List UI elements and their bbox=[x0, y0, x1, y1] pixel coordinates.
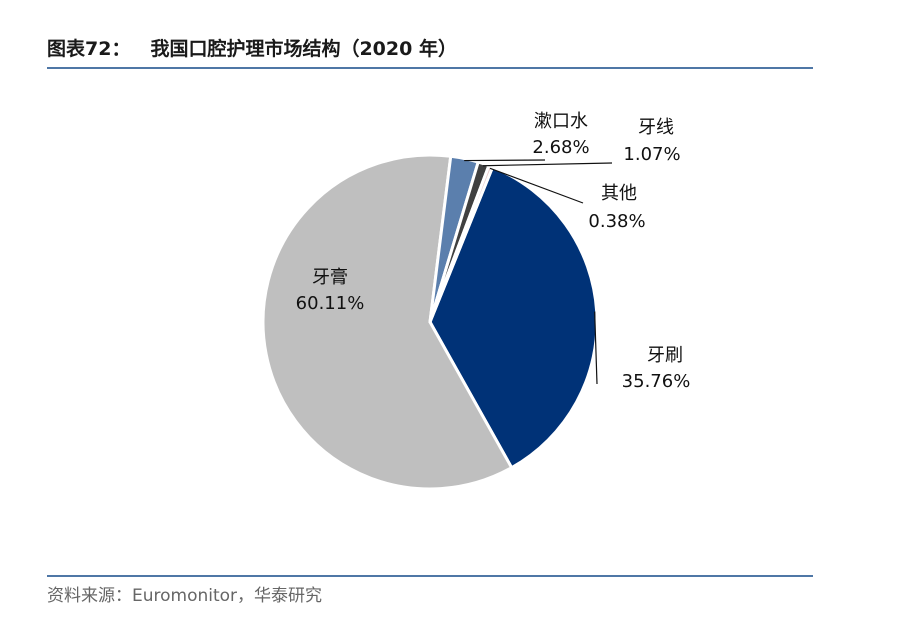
slice-label-toothbrush-value: 35.76% bbox=[622, 371, 691, 392]
slice-labels: 牙刷 35.76% 牙膏 60.11% 漱口水 2.68% 牙线 1.07% 其… bbox=[296, 111, 691, 392]
figure-title: 图表72： 我国口腔护理市场结构（2020 年） bbox=[47, 36, 817, 62]
slice-label-toothpaste-name: 牙膏 bbox=[312, 266, 348, 288]
pie-slice-toothbrush bbox=[428, 165, 599, 470]
leader-line-mouthwash bbox=[464, 159, 546, 162]
slice-label-floss-name: 牙线 bbox=[638, 117, 674, 138]
pie-slices bbox=[261, 153, 599, 491]
figure-number: 图表72： bbox=[47, 38, 131, 60]
source-note: 资料来源：Euromonitor，华泰研究 bbox=[47, 586, 323, 606]
leader-line-toothbrush bbox=[594, 311, 598, 385]
leader-line-other bbox=[489, 167, 584, 204]
slice-label-other-name: 其他 bbox=[601, 183, 637, 204]
slice-label-mouthwash-name: 漱口水 bbox=[534, 111, 588, 132]
pie-slice-toothpaste bbox=[261, 153, 514, 491]
leader-line-floss bbox=[482, 162, 613, 167]
slice-label-mouthwash-value: 2.68% bbox=[532, 137, 589, 158]
slice-label-floss-value: 1.07% bbox=[623, 144, 680, 165]
slice-label-toothbrush-name: 牙刷 bbox=[647, 345, 683, 366]
leader-lines bbox=[464, 159, 613, 385]
slice-label-other-value: 0.38% bbox=[588, 211, 645, 232]
figure-title-text: 我国口腔护理市场结构（2020 年） bbox=[150, 38, 457, 60]
bottom-rule bbox=[47, 575, 813, 577]
top-rule bbox=[47, 67, 813, 69]
slice-label-toothpaste-value: 60.11% bbox=[296, 293, 365, 314]
